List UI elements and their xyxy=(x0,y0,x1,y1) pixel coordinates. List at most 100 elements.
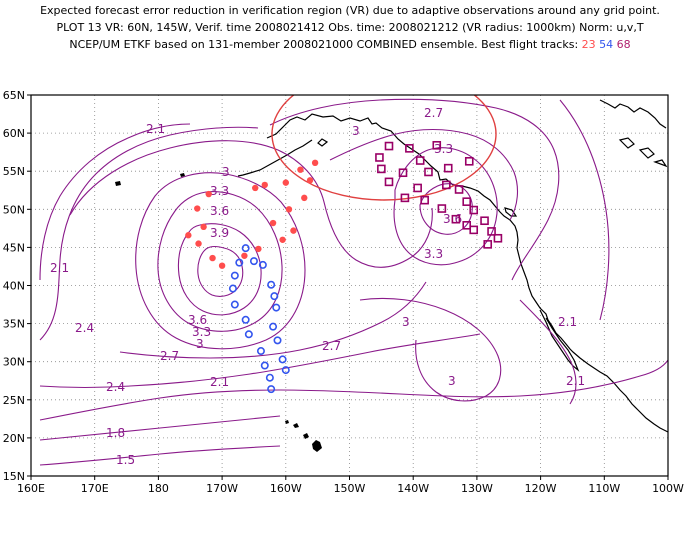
contour-2-1-south xyxy=(39,359,668,421)
contour-2-1-west xyxy=(39,123,191,281)
title-line-3-text: NCEP/UM ETKF based on 131-member 2008021… xyxy=(69,38,582,51)
contour-3-6-east xyxy=(419,183,473,235)
contour-label-3-c: 3 xyxy=(402,315,410,329)
track-23-point xyxy=(185,232,192,239)
track-54-legend: 54 xyxy=(599,38,614,51)
contour-3-west xyxy=(135,172,306,350)
lat-label: 45N xyxy=(3,241,25,254)
lon-label: 160E xyxy=(17,482,45,495)
track-23-point xyxy=(279,236,286,243)
canada-islands xyxy=(618,137,668,168)
contour-label-2-1-d: 2.1 xyxy=(558,315,577,329)
contour-label-2-7-a: 2.7 xyxy=(160,349,179,363)
track-68-point xyxy=(464,156,474,166)
contour-label-2-1-a: 2.1 xyxy=(146,122,165,136)
contour-label-1-5: 1.5 xyxy=(116,453,135,467)
contour-label-2-1-b: 2.1 xyxy=(50,261,69,275)
title-line-1: Expected forecast error reduction in ver… xyxy=(40,4,660,17)
track-68-point xyxy=(415,156,425,165)
title-line-2: PLOT 13 VR: 60N, 145W, Verif. time 20080… xyxy=(56,21,644,34)
maui-island xyxy=(303,433,309,439)
contour-2-7-north xyxy=(269,98,560,281)
contour-label-3-3-b: 3.3 xyxy=(192,325,211,339)
contour-2-1-east xyxy=(559,99,610,321)
contour-label-3-3-d: 3.3 xyxy=(434,142,453,156)
contour-3-east xyxy=(359,297,502,402)
hudson-coast xyxy=(599,99,667,129)
lon-label: 170E xyxy=(81,482,109,495)
track-68-point xyxy=(454,185,464,194)
track-23-point xyxy=(306,177,314,184)
contour-label-2-4-a: 2.4 xyxy=(75,321,94,335)
contour-2-1-east-2 xyxy=(519,299,577,405)
track-23-point xyxy=(195,240,202,247)
contour-label-3-3-a: 3.3 xyxy=(210,184,229,198)
contour-label-2-7-b: 2.7 xyxy=(322,339,341,353)
track-68-point xyxy=(469,225,479,235)
track-23-point xyxy=(205,190,212,198)
track-54-point xyxy=(230,271,239,280)
track-23-point xyxy=(194,205,201,212)
contour-label-2-1-e: 2.1 xyxy=(566,374,585,388)
baja-coast xyxy=(539,309,580,372)
contour-1-5 xyxy=(39,445,281,466)
track-23-point xyxy=(285,206,293,213)
track-68-point xyxy=(493,233,503,243)
track-54-point xyxy=(278,355,287,364)
axis-ticks xyxy=(27,94,669,480)
flight-track-23 xyxy=(185,159,319,269)
track-23-point xyxy=(218,262,226,269)
track-68-point xyxy=(424,167,433,177)
track-23-legend: 23 xyxy=(581,38,596,51)
contour-label-3-b: 3 xyxy=(196,337,204,351)
track-23-point xyxy=(200,223,207,231)
lat-label: 20N xyxy=(3,432,25,445)
track-68-point xyxy=(420,195,429,205)
track-54-point xyxy=(281,366,290,375)
track-23-point xyxy=(241,252,248,259)
track-68-point xyxy=(480,216,489,226)
canada-coast xyxy=(452,184,668,433)
track-23-point xyxy=(301,194,308,202)
track-54-point xyxy=(272,303,281,312)
track-54-point xyxy=(267,280,276,289)
track-23-point xyxy=(209,254,216,262)
track-54-point xyxy=(244,330,253,339)
track-68-point xyxy=(483,240,493,249)
alaska-coast xyxy=(266,113,454,186)
contour-label-3-3-c: 3.3 xyxy=(424,247,443,261)
contour-label-3-9: 3.9 xyxy=(210,226,229,240)
aleutian-island-2 xyxy=(180,173,185,177)
track-54-point xyxy=(269,322,278,331)
lon-label: 160W xyxy=(270,482,302,495)
contour-2-7-south xyxy=(119,281,427,359)
track-54-point xyxy=(228,284,237,293)
track-54-point xyxy=(260,361,269,370)
lat-label: 40N xyxy=(3,280,25,293)
oahu-island xyxy=(293,423,299,428)
track-68-point xyxy=(384,141,394,151)
lat-label: 65N xyxy=(3,89,25,102)
verification-region-circle xyxy=(271,95,497,201)
track-54-point xyxy=(267,385,276,394)
contour-label-1-8: 1.8 xyxy=(106,426,125,440)
track-68-point xyxy=(487,227,496,236)
title-line-3: NCEP/UM ETKF based on 131-member 2008021… xyxy=(0,36,700,53)
track-23-point xyxy=(282,179,289,186)
islands xyxy=(115,173,322,452)
longitude-labels: 160E 170E 180 170W 160W 150W 140W 130W 120W 110W 1… xyxy=(17,482,684,495)
track-68-point xyxy=(462,197,472,206)
lon-label: 180 xyxy=(148,482,169,495)
contour-label-3-d: 3 xyxy=(352,124,360,138)
track-23-point xyxy=(252,184,259,192)
lat-label: 25N xyxy=(3,394,25,407)
track-68-point xyxy=(405,144,414,153)
track-68-point xyxy=(451,214,461,224)
map-title: Expected forecast error reduction in ver… xyxy=(0,2,700,53)
contour-2-4-south xyxy=(39,333,481,389)
track-68-point xyxy=(462,221,472,230)
track-68-point xyxy=(398,168,408,178)
track-68-point xyxy=(443,163,453,173)
lon-label: 150W xyxy=(334,482,366,495)
lat-label: 50N xyxy=(3,203,25,216)
